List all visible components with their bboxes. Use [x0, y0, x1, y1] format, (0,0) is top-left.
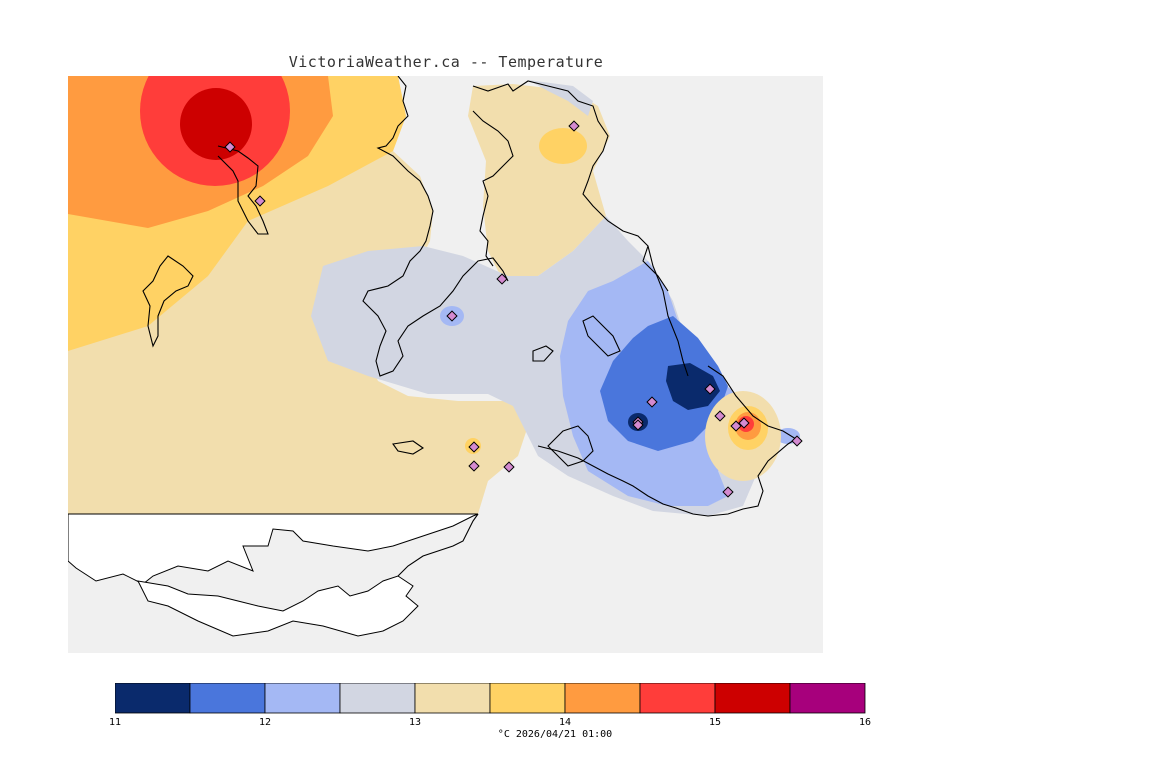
station-marker[interactable]	[738, 417, 750, 429]
legend-swatch	[639, 683, 716, 714]
contour-12.5-13-north	[528, 80, 593, 116]
contour-11-11.5	[666, 363, 720, 410]
station-markers	[224, 120, 803, 498]
station-marker[interactable]	[568, 120, 580, 132]
legend-tick-label: 16	[858, 717, 872, 728]
station-marker[interactable]	[224, 141, 236, 153]
station-marker[interactable]	[632, 419, 644, 431]
station-marker[interactable]	[730, 420, 742, 432]
station-marker[interactable]	[468, 460, 480, 472]
color-legend: 11 12 13 14 15 16 °C 2026/04/21 01:00	[109, 683, 875, 743]
contour-13.5-14-north	[539, 128, 587, 164]
units-timestamp: °C 2026/04/21 01:00	[497, 729, 613, 740]
legend-swatch	[489, 683, 566, 714]
legend-swatch	[714, 683, 791, 714]
legend-tick-label: 13	[408, 717, 422, 728]
land-outside-peninsula	[137, 575, 419, 637]
map-title: VictoriaWeather.ca -- Temperature	[288, 53, 604, 71]
contour-15-15.5-northwest	[180, 88, 252, 160]
legend-tick-label: 12	[258, 717, 272, 728]
station-marker[interactable]	[496, 273, 508, 285]
legend-tick-label: 11	[108, 717, 122, 728]
station-marker[interactable]	[791, 435, 803, 447]
legend-tick-label: 15	[708, 717, 722, 728]
legend-swatch	[789, 683, 866, 714]
legend-swatch	[115, 683, 191, 714]
legend-swatch	[414, 683, 491, 714]
coastline	[142, 76, 798, 577]
legend-swatch	[264, 683, 341, 714]
temperature-map	[68, 76, 823, 653]
station-marker[interactable]	[722, 486, 734, 498]
station-marker[interactable]	[704, 383, 716, 395]
legend-swatch	[339, 683, 416, 714]
legend-swatch	[564, 683, 641, 714]
legend-tick-label: 14	[558, 717, 572, 728]
station-marker[interactable]	[503, 461, 515, 473]
station-marker[interactable]	[468, 441, 480, 453]
station-marker[interactable]	[646, 396, 658, 408]
station-marker[interactable]	[714, 410, 726, 422]
station-marker[interactable]	[446, 310, 458, 322]
legend-swatch	[189, 683, 266, 714]
station-marker[interactable]	[254, 195, 266, 207]
legend-bar	[115, 683, 866, 714]
